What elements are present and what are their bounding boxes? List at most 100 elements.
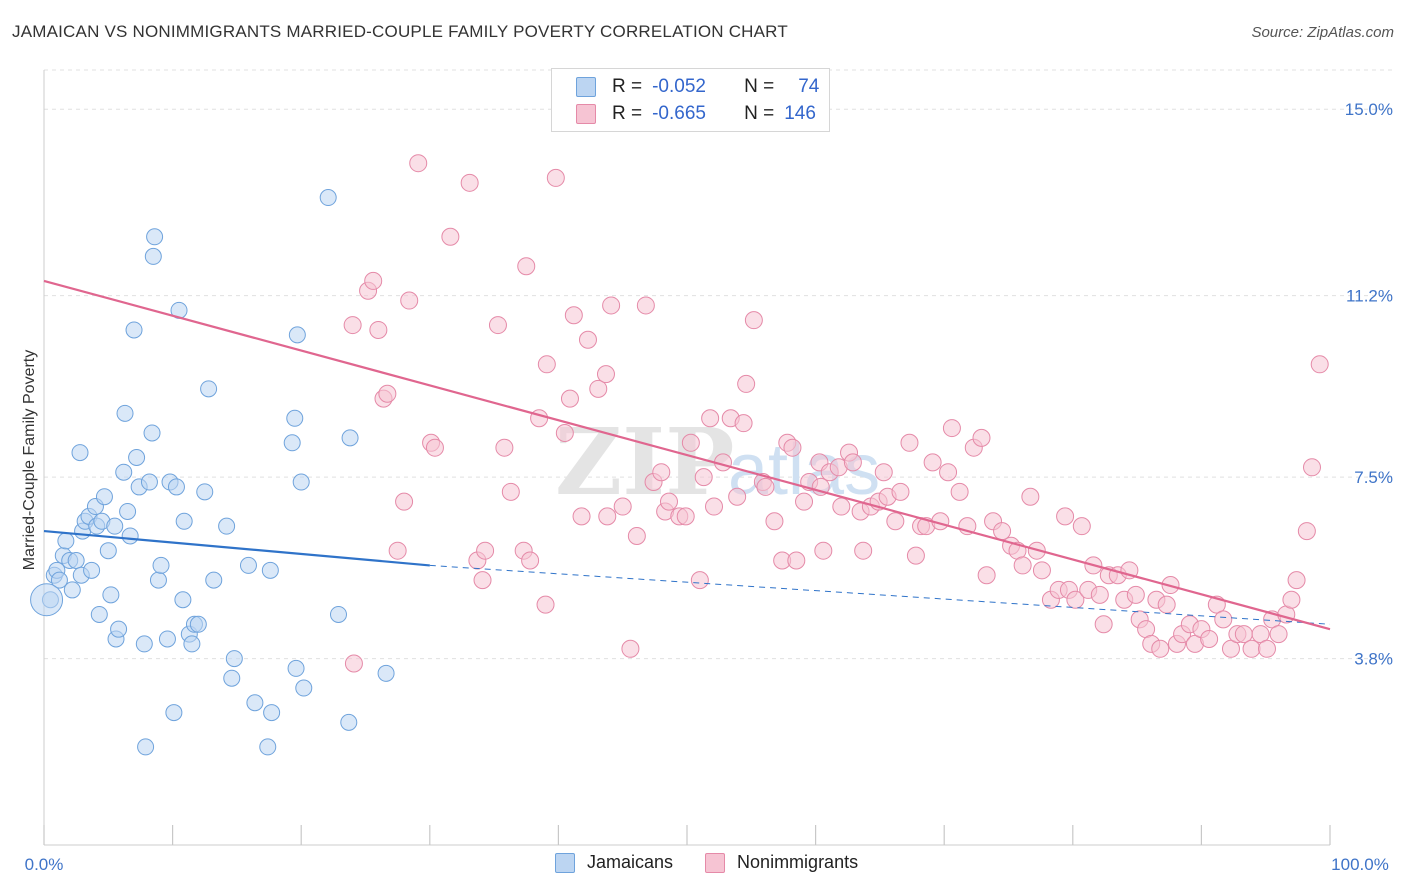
y-tick-label: 3.8% <box>1354 650 1393 669</box>
nonimmigrants-point <box>613 497 632 516</box>
nonimmigrants-point <box>843 453 862 472</box>
legend-label-jamaicans: Jamaicans <box>587 852 674 872</box>
nonimmigrants-point <box>950 482 969 501</box>
nonimmigrants-point <box>737 374 756 393</box>
jamaicans-point <box>259 738 277 756</box>
nonimmigrants-point <box>728 487 747 506</box>
legend-label-nonimmigrants: Nonimmigrants <box>737 852 859 872</box>
nonimmigrants-point <box>787 551 806 570</box>
jamaicans-point <box>283 434 301 452</box>
jamaicans-point <box>246 694 264 712</box>
nonimmigrants-point <box>1242 639 1261 658</box>
nonimmigrants-point <box>1214 610 1233 629</box>
jamaicans-point <box>144 247 162 265</box>
nonimmigrants-point <box>681 433 700 452</box>
jamaicans-trend-extension <box>429 564 1331 625</box>
series-legend: Jamaicans Nonimmigrants <box>555 852 890 873</box>
jamaicans-point <box>128 449 146 466</box>
jamaicans-point <box>174 591 192 609</box>
nonimmigrants-point <box>400 291 419 310</box>
nonimmigrants-point <box>795 492 814 511</box>
jamaicans-point <box>63 581 81 599</box>
jamaicans-point <box>83 561 101 579</box>
nonimmigrants-point <box>564 306 583 325</box>
jamaicans-point <box>50 571 68 589</box>
nonimmigrants-point <box>473 571 492 590</box>
nonimmigrants-point <box>555 423 574 442</box>
jamaicans-point <box>57 532 75 550</box>
jamaicans-point <box>341 429 359 447</box>
nonimmigrants-trend-line <box>43 279 1331 631</box>
jamaicans-point <box>119 502 137 520</box>
stats-legend: R = -0.052 N = 74 R = -0.665 N = 146 <box>551 68 830 132</box>
jamaicans-point <box>329 605 347 623</box>
nonimmigrants-point <box>1066 590 1085 609</box>
axes <box>43 70 1331 846</box>
nonimmigrants-swatch <box>705 852 726 873</box>
jamaicans-points <box>30 189 395 756</box>
nonimmigrants-point <box>409 154 428 173</box>
nonimmigrants-point <box>659 492 678 511</box>
jamaicans-point <box>225 650 243 668</box>
n-label: N = <box>744 103 775 124</box>
nonimmigrants-point <box>1021 487 1040 506</box>
nonimmigrants-point <box>939 463 958 482</box>
nonimmigrants-point <box>476 541 495 560</box>
jamaicans-point <box>340 713 358 731</box>
nonimmigrants-point <box>1126 585 1145 604</box>
legend-item-jamaicans[interactable]: Jamaicans <box>555 852 673 873</box>
nonimmigrants-point <box>676 507 695 526</box>
nonimmigrants-point <box>1269 625 1288 644</box>
y-tick-label: 11.2% <box>1346 287 1393 306</box>
jamaicans-point <box>286 409 304 427</box>
jamaicans-point <box>287 659 305 677</box>
jamaicans-point <box>223 669 241 687</box>
nonimmigrants-point <box>364 271 383 290</box>
nonimmigrants-point <box>1200 629 1219 648</box>
jamaicans-point <box>175 512 193 530</box>
jamaicans-trend-line <box>43 529 430 567</box>
nonimmigrants-point <box>977 566 996 585</box>
r-value: -0.665 <box>652 103 706 124</box>
nonimmigrants-point <box>1297 522 1316 541</box>
nonimmigrants-point <box>900 433 919 452</box>
nonimmigrants-point <box>460 173 479 192</box>
nonimmigrants-point <box>521 551 540 570</box>
n-label: N = <box>744 76 775 97</box>
n-value: 74 <box>798 76 820 97</box>
nonimmigrants-point <box>378 384 397 403</box>
nonimmigrants-point <box>598 507 617 526</box>
x-tick-label: 100.0% <box>1331 855 1389 874</box>
jamaicans-point <box>319 189 337 207</box>
nonimmigrants-point <box>596 365 615 384</box>
nonimmigrants-point <box>589 379 608 398</box>
watermark: ZIP atlas <box>555 408 880 516</box>
nonimmigrants-point <box>1157 595 1176 614</box>
nonimmigrants-point <box>690 571 709 590</box>
nonimmigrants-point <box>1287 571 1306 590</box>
nonimmigrants-point <box>874 463 893 482</box>
jamaicans-point <box>106 517 124 535</box>
nonimmigrants-point <box>783 438 802 457</box>
nonimmigrants-point <box>1032 561 1051 580</box>
legend-item-nonimmigrants[interactable]: Nonimmigrants <box>705 852 858 873</box>
y-tick-label: 7.5% <box>1354 468 1393 487</box>
jamaicans-swatch <box>555 852 575 873</box>
r-label: R = <box>612 76 643 97</box>
jamaicans-point <box>125 321 143 339</box>
jamaicans-point <box>189 615 207 633</box>
tick-labels: 3.8% 7.5% 11.2% 15.0% 0.0% 100.0% <box>25 100 1393 874</box>
y-tick-label: 15.0% <box>1345 100 1393 119</box>
nonimmigrants-point <box>1310 355 1329 374</box>
jamaicans-point <box>149 571 167 589</box>
nonimmigrants-point <box>756 477 775 496</box>
jamaicans-point <box>102 586 120 604</box>
nonimmigrants-point <box>441 227 460 246</box>
jamaicans-point <box>288 326 306 344</box>
nonimmigrants-point <box>744 311 763 330</box>
nonimmigrants-point <box>942 419 961 438</box>
jamaicans-point <box>99 542 117 560</box>
nonimmigrants-point <box>501 482 520 501</box>
nonimmigrants-point <box>560 389 579 408</box>
nonimmigrants-point <box>972 428 991 447</box>
